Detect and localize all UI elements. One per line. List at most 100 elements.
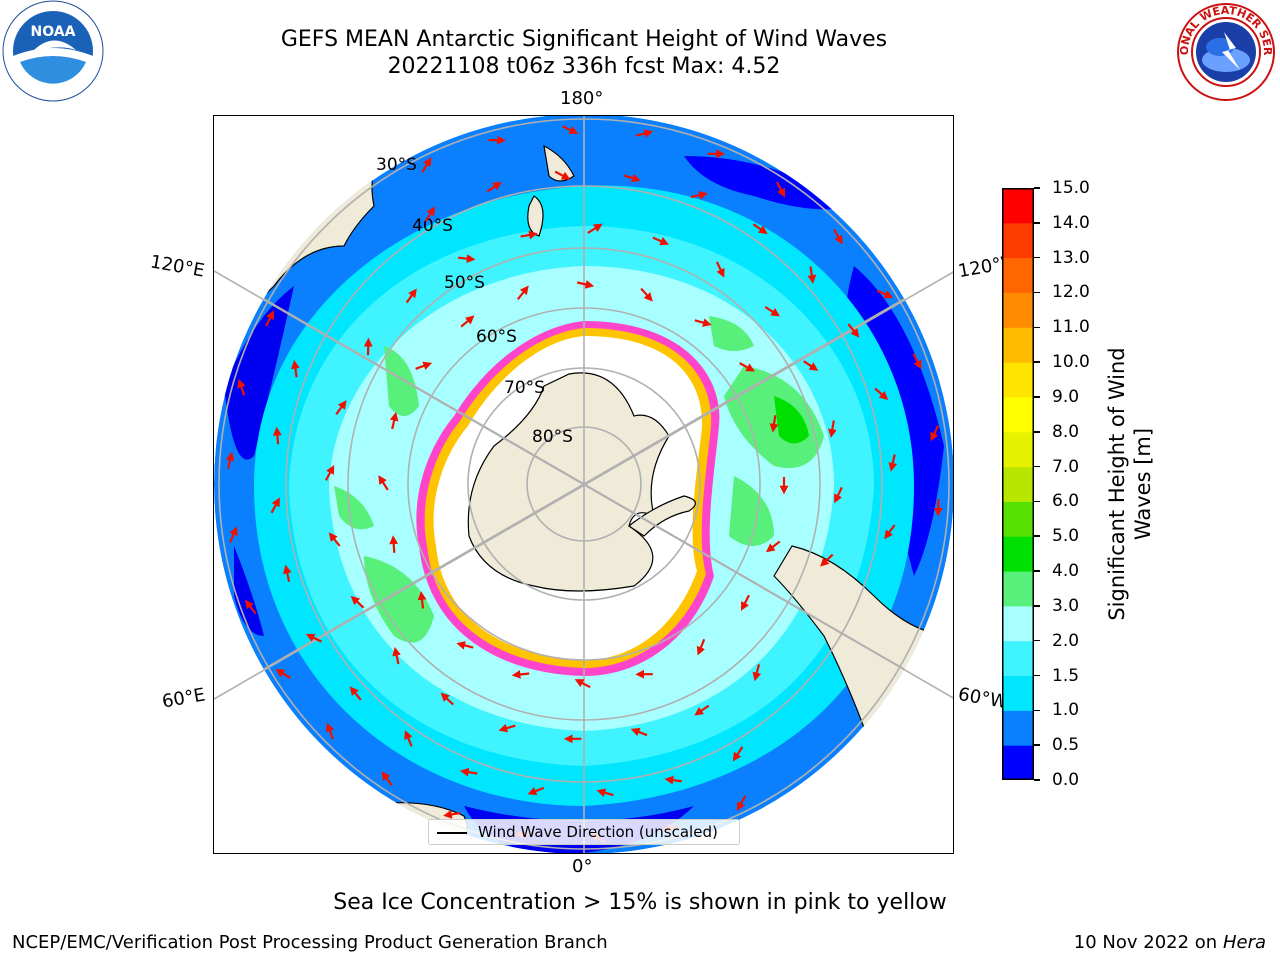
map-svg: 30°S 40°S 50°S 60°S 70°S 80°S — [214, 116, 953, 853]
map-frame: 30°S 40°S 50°S 60°S 70°S 80°S — [213, 115, 954, 854]
wave-direction-arrow — [764, 305, 780, 317]
wave-direction-arrow — [389, 535, 399, 553]
wave-direction-arrow — [715, 261, 725, 278]
colorbar-bin — [1002, 257, 1034, 293]
wave-direction-arrow — [417, 591, 427, 609]
colorbar-tick-label: 15.0 — [1052, 178, 1090, 198]
graticule — [214, 116, 953, 853]
colorbar-bin — [1002, 466, 1034, 502]
colorbar-tick-label: 3.0 — [1052, 595, 1080, 616]
colorbar-tick-mark — [1034, 256, 1040, 259]
colorbar-tick-label: 13.0 — [1052, 247, 1090, 268]
colorbar-bin — [1002, 605, 1034, 642]
wave-direction-arrow — [282, 564, 292, 582]
wave-direction-arrow — [272, 426, 282, 445]
lon-label-60e: 60°E — [160, 684, 207, 713]
wave-direction-arrow — [596, 788, 614, 797]
wave-direction-arrow — [884, 524, 896, 540]
lon-label-120e: 120°E — [148, 251, 207, 282]
noaa-logo: NOAA — [2, 0, 104, 102]
colorbar-tick-mark — [1034, 570, 1040, 572]
wave-direction-arrow — [498, 723, 516, 733]
wave-direction-arrow — [587, 223, 603, 234]
colorbar-bin — [1002, 536, 1034, 572]
legend-label: Wind Wave Direction (unscaled) — [478, 823, 718, 841]
wave-direction-arrow — [562, 125, 579, 135]
wave-direction-arrow — [244, 599, 257, 615]
wave-direction-arrow — [694, 704, 710, 716]
footer-machine: Hera — [1222, 932, 1266, 953]
colorbar-bin — [1002, 501, 1034, 537]
wave-direction-arrow — [807, 266, 817, 284]
colorbar-bin — [1002, 675, 1034, 711]
wave-direction-arrow — [392, 646, 401, 665]
wave-direction-arrow — [769, 415, 779, 433]
wave-direction-arrow — [516, 285, 529, 300]
legend-line-swatch — [437, 832, 467, 834]
colorbar-bin — [1002, 292, 1034, 328]
wave-direction-arrow — [876, 289, 894, 299]
colorbar-tick-label: 12.0 — [1052, 282, 1090, 303]
wave-direction-arrow — [415, 361, 433, 371]
colorbar-tick-label: 7.0 — [1052, 456, 1080, 477]
wave-direction-arrow — [820, 553, 834, 567]
wave-direction-arrow — [335, 400, 347, 415]
colorbar-tick-label: 4.0 — [1052, 561, 1080, 582]
colorbar-bin — [1002, 222, 1034, 259]
wave-direction-arrow — [765, 540, 781, 553]
wave-direction-arrow — [275, 668, 291, 679]
wave-direction-arrow — [378, 475, 389, 491]
colorbar-tick-mark — [1034, 361, 1040, 363]
colorbar-tick-mark — [1034, 535, 1040, 537]
wave-direction-arrow — [576, 280, 595, 289]
lat-label-70s: 70°S — [504, 378, 545, 398]
colorbar-tick-label: 10.0 — [1052, 352, 1090, 373]
chart-title: GEFS MEAN Antarctic Significant Height o… — [280, 27, 888, 52]
wave-direction-arrow — [229, 526, 238, 543]
wave-direction-arrow — [630, 727, 648, 737]
wave-direction-arrow — [912, 353, 922, 370]
lat-label-30s: 30°S — [376, 155, 417, 175]
colorbar-bin — [1002, 571, 1034, 607]
colorbar-tick-mark — [1034, 326, 1040, 329]
lon-label-180: 180° — [560, 88, 604, 109]
colorbar-tick-mark — [1034, 605, 1040, 607]
wave-direction-arrow — [527, 786, 545, 796]
wave-direction-arrow — [305, 633, 323, 643]
colorbar-label: Significant Height of Wind Waves [m] — [1105, 347, 1155, 621]
wave-direction-arrow — [694, 318, 712, 327]
colorbar-tick-mark — [1034, 431, 1040, 433]
lat-label-80s: 80°S — [532, 427, 573, 447]
colorbar-tick-label: 6.0 — [1052, 491, 1080, 512]
colorbar-bin — [1002, 188, 1034, 224]
colorbar-tick-mark — [1034, 396, 1040, 398]
nws-logo: NATIONAL WEATHER SERVICE — [1174, 2, 1275, 101]
wave-direction-arrow — [270, 497, 280, 514]
lon-label-0: 0° — [572, 856, 593, 877]
colorbar-tick-label: 1.5 — [1052, 665, 1080, 686]
colorbar-tick-mark — [1034, 744, 1040, 746]
wave-direction-arrow — [324, 464, 335, 481]
wave-direction-arrow — [888, 454, 898, 472]
colorbar-tick-mark — [1034, 291, 1040, 294]
wave-direction-arrow — [696, 638, 706, 656]
colorbar-tick-label: 8.0 — [1052, 421, 1080, 442]
wave-direction-arrow — [640, 287, 653, 302]
wave-direction-arrow — [574, 679, 591, 689]
colorbar-bin — [1002, 710, 1034, 746]
wave-direction-arrow — [325, 722, 335, 740]
wave-direction-arrow — [828, 420, 837, 438]
wave-direction-arrow — [424, 206, 436, 222]
chart-subtitle: 20221108 t06z 336h fcst Max: 4.52 — [387, 54, 781, 79]
footer-date-text: 10 Nov 2022 on — [1073, 932, 1218, 953]
wave-direction-arrow — [404, 730, 413, 747]
colorbar — [1002, 188, 1034, 780]
colorbar-bin — [1002, 745, 1034, 780]
wave-direction-arrow — [421, 157, 432, 173]
colorbar-tick-label: 9.0 — [1052, 386, 1080, 407]
colorbar-tick-mark — [1034, 709, 1040, 712]
wave-direction-arrow — [291, 359, 300, 378]
wave-direction-arrow — [803, 360, 819, 371]
wave-direction-arrow — [664, 775, 682, 785]
colorbar-tick-mark — [1034, 779, 1040, 781]
